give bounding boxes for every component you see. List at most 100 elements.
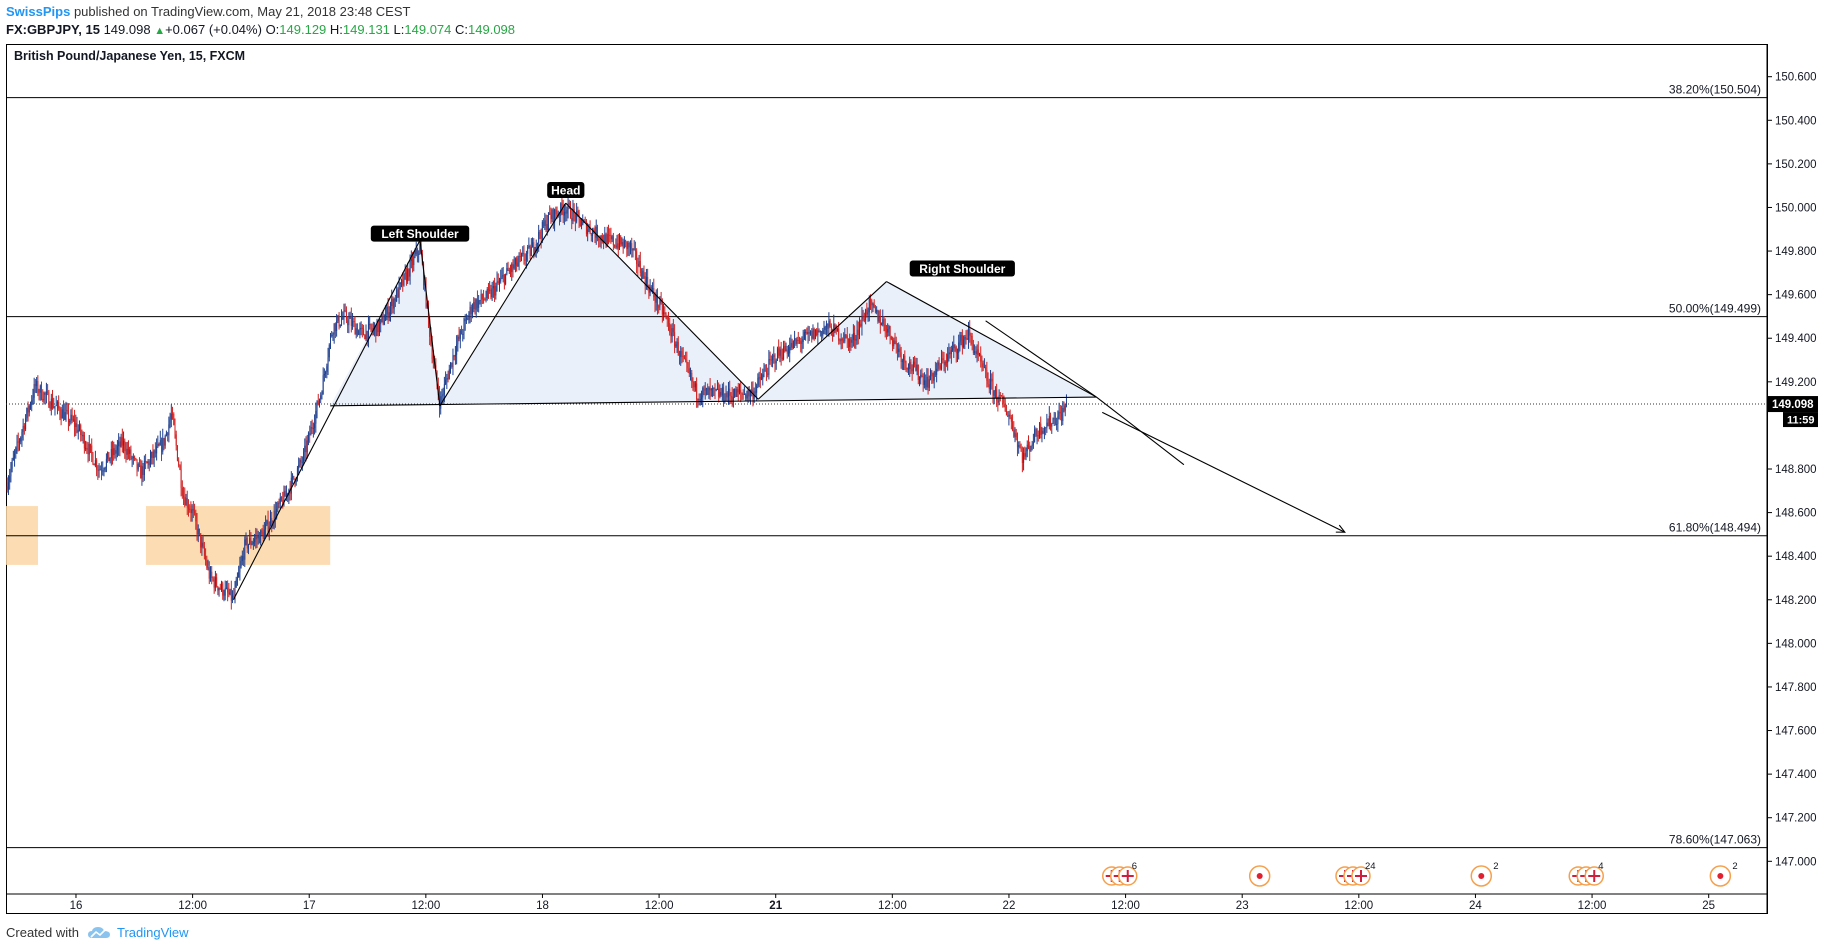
candle-body <box>823 329 825 331</box>
candle-body <box>145 460 147 462</box>
candle-body <box>358 330 360 335</box>
candle-body <box>998 394 1000 403</box>
candle-body <box>774 355 776 364</box>
candle-body <box>587 229 589 235</box>
candle-body <box>787 353 789 355</box>
candle-body <box>468 314 470 320</box>
event-badge[interactable]: 24 <box>1335 861 1376 886</box>
candle-body <box>344 310 346 312</box>
countdown-tag <box>1783 412 1818 428</box>
candle-body <box>953 344 955 349</box>
candle-body <box>390 305 392 313</box>
candle-body <box>974 351 976 353</box>
candle-body <box>282 500 284 506</box>
candle-body <box>229 589 231 595</box>
candle-body <box>194 510 196 513</box>
candle-body <box>830 326 832 335</box>
candle-body <box>1030 445 1032 452</box>
open-label: O: <box>265 22 280 37</box>
pattern-label: Right Shoulder <box>909 260 1015 277</box>
author-link[interactable]: SwissPips <box>6 4 71 19</box>
candle-body <box>1025 451 1027 457</box>
candle-body <box>277 502 279 509</box>
candle-body <box>350 316 352 326</box>
x-tick-label: 22 <box>1003 900 1016 912</box>
candle-body <box>960 335 962 341</box>
candle-body <box>330 335 332 345</box>
candle-body <box>730 395 732 397</box>
pattern-label-text: Right Shoulder <box>919 262 1005 276</box>
candle-body <box>720 391 722 396</box>
candle-body <box>643 270 645 277</box>
candle-body <box>396 289 398 301</box>
candle-body <box>802 339 804 342</box>
candle-body <box>484 299 486 301</box>
candle-body <box>870 298 872 301</box>
candle-body <box>274 510 276 519</box>
candle-body <box>99 469 101 471</box>
candle-body <box>149 457 151 466</box>
candle-body <box>1043 427 1045 434</box>
publish-line: SwissPips published on TradingView.com, … <box>6 4 410 19</box>
x-tick-label: 25 <box>1702 900 1715 912</box>
candle-body <box>616 243 618 248</box>
candle-body <box>682 356 684 358</box>
candle-body <box>227 587 229 593</box>
candle-body <box>263 529 265 539</box>
candle-body <box>584 221 586 223</box>
fib-level-label: 78.60%(147.063) <box>1669 833 1761 847</box>
candle-body <box>900 352 902 363</box>
candle-body <box>747 389 749 396</box>
candle-body <box>543 221 545 227</box>
candle-body <box>759 376 761 380</box>
event-badge[interactable]: 6 <box>1101 861 1138 886</box>
candle-body <box>751 389 753 393</box>
tradingview-brand-link[interactable]: TradingView <box>116 925 189 940</box>
event-badge[interactable] <box>1248 865 1271 887</box>
candle-body <box>810 330 812 334</box>
candle-body <box>181 487 183 496</box>
candle-body <box>1057 416 1059 424</box>
candle-body <box>467 318 469 320</box>
candle-body <box>1009 414 1011 418</box>
candle-body <box>91 445 93 454</box>
candle-body <box>549 212 551 215</box>
candle-body <box>364 335 366 340</box>
candle-body <box>568 202 570 205</box>
candle-body <box>732 396 734 401</box>
candle-body <box>855 339 857 341</box>
candle-body <box>578 212 580 219</box>
candle-body <box>464 319 466 322</box>
chart-area[interactable]: British Pound/Japanese Yen, 15, FXCM 38.… <box>6 44 1818 914</box>
event-badge[interactable]: 2 <box>1709 861 1738 887</box>
neckline <box>330 396 1097 407</box>
candle-body <box>67 410 69 423</box>
candle-body <box>927 376 929 388</box>
event-badge[interactable]: 4 <box>1568 861 1604 886</box>
event-badge[interactable]: 2 <box>1470 861 1499 887</box>
candle-body <box>811 330 813 339</box>
candle-body <box>544 220 546 227</box>
candle-body <box>798 340 800 342</box>
candle-body <box>966 337 968 340</box>
candle-body <box>159 440 161 446</box>
candle-body <box>828 320 830 329</box>
candle-body <box>735 388 737 398</box>
candle-body <box>609 234 611 236</box>
pattern-label-bg <box>370 225 470 242</box>
candle-body <box>120 437 122 447</box>
candle-body <box>341 318 343 325</box>
candle-body <box>347 320 349 326</box>
chart-title: British Pound/Japanese Yen, 15, FXCM <box>14 49 245 63</box>
candle-body <box>447 377 449 380</box>
candle-body <box>523 253 525 260</box>
price-chart[interactable]: British Pound/Japanese Yen, 15, FXCM 38.… <box>6 44 1818 914</box>
high-label: H: <box>329 22 343 37</box>
candle-body <box>754 391 756 393</box>
candle-body <box>206 560 208 568</box>
candle-body <box>164 435 166 446</box>
candle-body <box>445 379 447 385</box>
candle-body <box>949 352 951 355</box>
candle-body <box>312 427 314 429</box>
pattern-label-bg <box>547 182 585 199</box>
